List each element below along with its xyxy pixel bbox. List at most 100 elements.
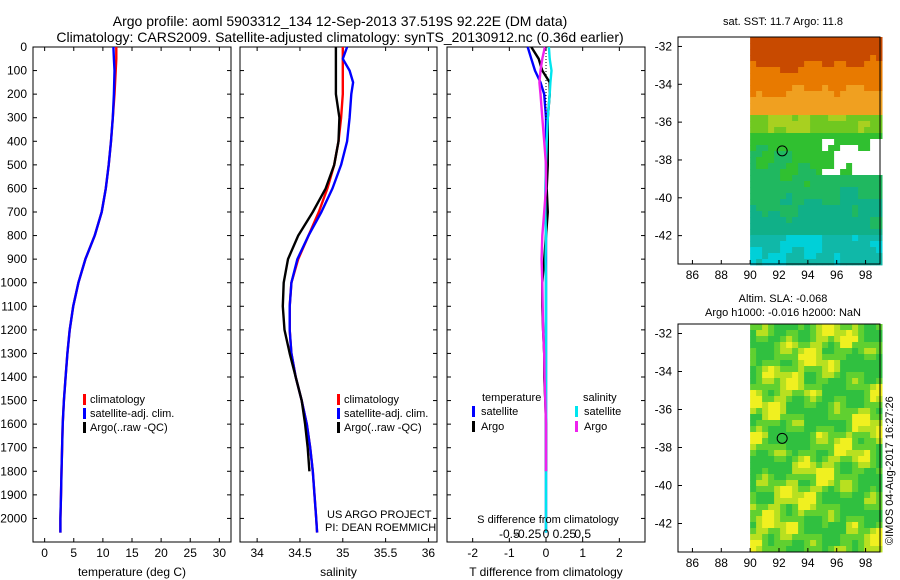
map-cell <box>756 103 763 110</box>
map-cell <box>834 540 841 547</box>
map-cell <box>750 468 757 475</box>
map-cell <box>768 426 775 433</box>
map-cell <box>852 450 859 457</box>
map-cell <box>816 175 823 182</box>
map-cell <box>870 169 877 176</box>
map-cell <box>798 181 805 188</box>
map-cell <box>786 546 793 553</box>
map-cell <box>816 480 823 487</box>
map-cell <box>852 480 859 487</box>
map-cell <box>792 498 799 505</box>
map-cell <box>876 432 883 439</box>
map-cell <box>858 468 865 475</box>
map-cell <box>876 486 883 493</box>
map-cell <box>852 133 859 140</box>
map-cell <box>816 169 823 176</box>
map-cell <box>780 205 787 212</box>
map-cell <box>864 444 871 451</box>
map-cell <box>864 354 871 361</box>
map-cell <box>804 151 811 158</box>
map-cell <box>834 498 841 505</box>
map-cell <box>864 193 871 200</box>
map-cell <box>822 486 829 493</box>
map-cell <box>804 438 811 445</box>
map-cell <box>756 444 763 451</box>
map-cell <box>822 211 829 218</box>
map-cell <box>828 181 835 188</box>
map-cell <box>780 199 787 206</box>
map-cell <box>864 510 871 517</box>
map-cell <box>762 438 769 445</box>
map-cell <box>846 504 853 511</box>
map-cell <box>780 151 787 158</box>
map-cell <box>804 366 811 373</box>
map-cell <box>816 223 823 230</box>
map-cell <box>852 384 859 391</box>
map-cell <box>750 115 757 122</box>
map-cell <box>750 133 757 140</box>
map-cell <box>876 145 883 152</box>
map-cell <box>834 103 841 110</box>
map-cell <box>798 360 805 367</box>
map-cell <box>762 366 769 373</box>
map-cell <box>762 49 769 56</box>
map-cell <box>870 534 877 541</box>
map-cell <box>876 420 883 427</box>
map-cell <box>774 408 781 415</box>
map-cell <box>762 408 769 415</box>
map-cell <box>822 205 829 212</box>
map-cell <box>798 139 805 146</box>
map-cell <box>756 330 763 337</box>
map-cell <box>750 354 757 361</box>
map-cell <box>876 79 883 86</box>
map-cell <box>870 43 877 50</box>
legend-swatch <box>83 422 86 433</box>
map-cell <box>762 85 769 92</box>
map-cell <box>858 330 865 337</box>
map-cell <box>834 384 841 391</box>
map-cell <box>864 396 871 403</box>
map-cell <box>822 468 829 475</box>
map-cell <box>864 175 871 182</box>
map-cell <box>834 468 841 475</box>
map-cell <box>768 115 775 122</box>
map-cell <box>870 97 877 104</box>
map-cell <box>762 115 769 122</box>
map-cell <box>870 229 877 236</box>
map-cell <box>846 253 853 260</box>
map-cell <box>840 259 847 266</box>
map-cell <box>780 456 787 463</box>
map-cell <box>822 235 829 242</box>
y-tick-label: -38 <box>655 441 673 455</box>
y-tick-label: -42 <box>655 517 673 531</box>
map-cell <box>810 408 817 415</box>
map-cell <box>774 103 781 110</box>
map-cell <box>786 91 793 98</box>
map-cell <box>840 193 847 200</box>
map-cell <box>822 259 829 266</box>
map-cell <box>828 354 835 361</box>
map-cell <box>858 378 865 385</box>
map-cell <box>774 324 781 331</box>
map-cell <box>846 79 853 86</box>
map-cell <box>870 486 877 493</box>
map-cell <box>774 139 781 146</box>
map-cell <box>852 324 859 331</box>
map-cell <box>834 187 841 194</box>
map-cell <box>756 145 763 152</box>
map-cell <box>762 127 769 134</box>
map-cell <box>798 390 805 397</box>
map-cell <box>876 139 883 146</box>
map-cell <box>822 187 829 194</box>
map-cell <box>816 498 823 505</box>
map-cell <box>828 498 835 505</box>
map-cell <box>750 79 757 86</box>
map-cell <box>858 241 865 248</box>
map-cell <box>864 336 871 343</box>
map-cell <box>852 528 859 535</box>
map-cell <box>858 402 865 409</box>
map-cell <box>804 462 811 469</box>
map-cell <box>822 37 829 44</box>
map-cell <box>774 127 781 134</box>
map-cell <box>774 97 781 104</box>
